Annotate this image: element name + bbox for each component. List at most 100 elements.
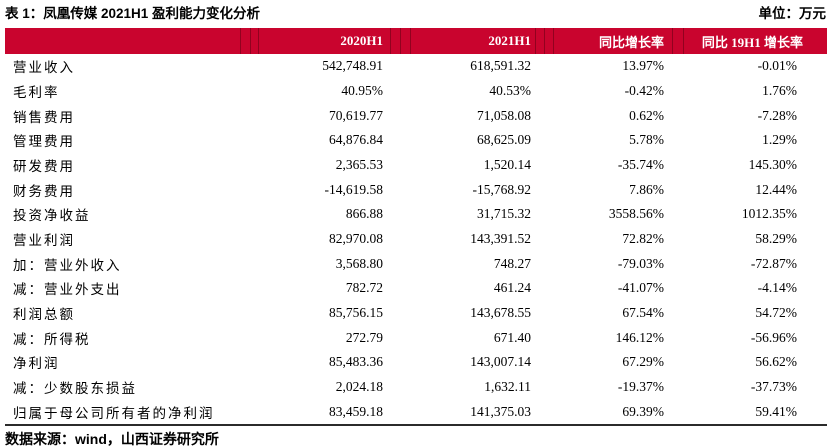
value-cell-vs19h1: 58.29% [755, 230, 797, 246]
table-row: 利润总额 85,756.15 143,678.55 67.54% 54.72% [5, 301, 827, 326]
value-cell-vs19h1: -72.87% [750, 255, 797, 271]
value-cell-yoy: -35.74% [617, 156, 664, 172]
table-row: 研发费用 2,365.53 1,520.14 -35.74% 145.30% [5, 153, 827, 178]
value-cell-yoy: 146.12% [615, 329, 664, 345]
value-cell-2021h1: 68,625.09 [477, 132, 531, 148]
row-label-cell: 归属于母公司所有者的净利润 [13, 405, 215, 421]
value-cell-2021h1: 141,375.03 [470, 403, 531, 419]
row-label-cell: 净利润 [13, 356, 60, 372]
value-cell-2020h1: 70,619.77 [329, 107, 383, 123]
table-row: 投资净收益 866.88 31,715.32 3558.56% 1012.35% [5, 202, 827, 227]
value-cell-vs19h1: -4.14% [757, 280, 797, 296]
value-cell-2021h1: 618,591.32 [470, 58, 531, 74]
value-cell-yoy: 67.29% [622, 354, 664, 370]
row-label-cell: 营业收入 [13, 60, 75, 76]
value-cell-2020h1: 3,568.80 [335, 255, 383, 271]
table-row: 毛利率 40.95% 40.53% -0.42% 1.76% [5, 79, 827, 104]
value-cell-yoy: 0.62% [629, 107, 664, 123]
row-label-cell: 减：所得税 [13, 331, 91, 347]
table-row: 营业收入 542,748.91 618,591.32 13.97% -0.01% [5, 54, 827, 79]
value-cell-2021h1: 40.53% [489, 82, 531, 98]
source-note: 数据来源：wind，山西证券研究所 [5, 430, 219, 447]
value-cell-vs19h1: -56.96% [750, 329, 797, 345]
row-label-cell: 加：营业外收入 [13, 257, 122, 273]
header-cell-2020h1: 2020H1 [340, 33, 383, 48]
table-row: 营业利润 82,970.08 143,391.52 72.82% 58.29% [5, 227, 827, 252]
value-cell-2020h1: 866.88 [345, 206, 383, 222]
value-cell-vs19h1: 59.41% [755, 403, 797, 419]
value-cell-vs19h1: 54.72% [755, 304, 797, 320]
page-title: 表 1：凤凰传媒 2021H1 盈利能力变化分析 [5, 6, 261, 21]
table-row: 财务费用 -14,619.58 -15,768.92 7.86% 12.44% [5, 177, 827, 202]
value-cell-yoy: -19.37% [617, 378, 664, 394]
table-caption-bar: 表 1：凤凰传媒 2021H1 盈利能力变化分析 单位：万元 [0, 0, 832, 28]
value-cell-2020h1: 82,970.08 [329, 230, 383, 246]
value-cell-yoy: 69.39% [622, 403, 664, 419]
value-cell-2021h1: 1,520.14 [483, 156, 531, 172]
value-cell-yoy: 72.82% [622, 230, 664, 246]
row-label-cell: 减：少数股东损益 [13, 380, 137, 396]
value-cell-2020h1: -14,619.58 [324, 181, 384, 197]
header-cell-2021h1: 2021H1 [488, 33, 531, 48]
table-row: 减：营业外支出 782.72 461.24 -41.07% -4.14% [5, 276, 827, 301]
table-row: 归属于母公司所有者的净利润 83,459.18 141,375.03 69.39… [5, 399, 827, 424]
value-cell-yoy: 7.86% [629, 181, 664, 197]
value-cell-yoy: -79.03% [617, 255, 664, 271]
row-label-cell: 毛利率 [13, 84, 60, 100]
value-cell-2021h1: 31,715.32 [477, 206, 531, 222]
value-cell-2020h1: 2,365.53 [335, 156, 383, 172]
value-cell-2020h1: 83,459.18 [329, 403, 383, 419]
row-label-cell: 减：营业外支出 [13, 282, 122, 298]
row-label-cell: 研发费用 [13, 158, 75, 174]
table-row: 加：营业外收入 3,568.80 748.27 -79.03% -72.87% [5, 251, 827, 276]
value-cell-vs19h1: 56.62% [755, 354, 797, 370]
value-cell-2021h1: 671.40 [493, 329, 531, 345]
data-table: 2020H1 2021H1 同比增长率 同比 19H1 增长率 营业收入 542… [5, 28, 827, 424]
value-cell-vs19h1: -7.28% [757, 107, 797, 123]
value-cell-2021h1: 748.27 [493, 255, 531, 271]
value-cell-yoy: 67.54% [622, 304, 664, 320]
value-cell-2020h1: 2,024.18 [335, 378, 383, 394]
value-cell-vs19h1: 1.29% [762, 132, 797, 148]
row-label-cell: 利润总额 [13, 306, 75, 322]
value-cell-yoy: -41.07% [617, 280, 664, 296]
table-bottom-divider [5, 423, 827, 426]
table-body: 营业收入 542,748.91 618,591.32 13.97% -0.01%… [5, 54, 827, 424]
header-cell-metric [5, 28, 247, 54]
row-label-cell: 财务费用 [13, 183, 75, 199]
table-row: 减：所得税 272.79 671.40 146.12% -56.96% [5, 325, 827, 350]
value-cell-2020h1: 542,748.91 [322, 58, 383, 74]
value-cell-2021h1: 1,632.11 [484, 378, 531, 394]
value-cell-yoy: -0.42% [624, 82, 664, 98]
table-row: 净利润 85,483.36 143,007.14 67.29% 56.62% [5, 350, 827, 375]
table-row: 销售费用 70,619.77 71,058.08 0.62% -7.28% [5, 103, 827, 128]
row-label-cell: 营业利润 [13, 232, 75, 248]
value-cell-2021h1: 143,391.52 [470, 230, 531, 246]
table-row: 管理费用 64,876.84 68,625.09 5.78% 1.29% [5, 128, 827, 153]
value-cell-yoy: 5.78% [629, 132, 664, 148]
value-cell-yoy: 3558.56% [608, 206, 664, 222]
value-cell-vs19h1: 12.44% [755, 181, 797, 197]
value-cell-2021h1: 143,007.14 [470, 354, 531, 370]
header-cell-yoy: 同比增长率 [598, 34, 664, 50]
value-cell-vs19h1: 1.76% [762, 82, 797, 98]
value-cell-vs19h1: 145.30% [748, 156, 797, 172]
row-label-cell: 管理费用 [13, 134, 75, 150]
value-cell-2021h1: -15,768.92 [472, 181, 532, 197]
header-cell-vs19h1: 同比 19H1 增长率 [701, 34, 803, 50]
table-row: 减：少数股东损益 2,024.18 1,632.11 -19.37% -37.7… [5, 375, 827, 400]
value-cell-2020h1: 272.79 [345, 329, 383, 345]
value-cell-vs19h1: 1012.35% [741, 206, 797, 222]
value-cell-2020h1: 64,876.84 [329, 132, 383, 148]
value-cell-2020h1: 85,756.15 [329, 304, 383, 320]
value-cell-2020h1: 40.95% [341, 82, 383, 98]
value-cell-yoy: 13.97% [622, 58, 664, 74]
table-header-row: 2020H1 2021H1 同比增长率 同比 19H1 增长率 [5, 28, 827, 54]
unit-label: 单位：万元 [758, 6, 827, 21]
value-cell-2021h1: 143,678.55 [470, 304, 531, 320]
value-cell-vs19h1: -37.73% [750, 378, 797, 394]
value-cell-2021h1: 71,058.08 [477, 107, 531, 123]
value-cell-2020h1: 782.72 [345, 280, 383, 296]
row-label-cell: 销售费用 [13, 109, 75, 125]
